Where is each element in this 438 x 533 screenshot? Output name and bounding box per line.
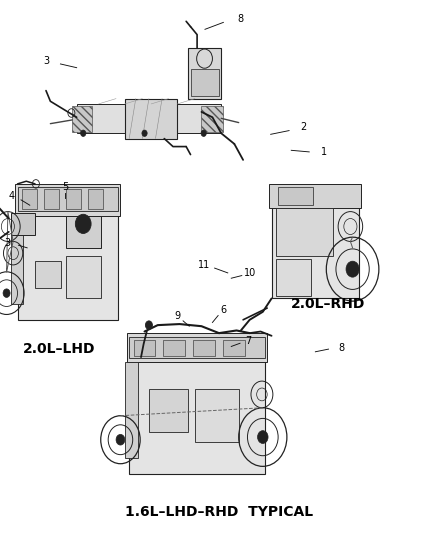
Bar: [15, 184, 120, 216]
Bar: [163, 340, 185, 356]
Bar: [127, 333, 267, 362]
Circle shape: [258, 431, 268, 443]
Circle shape: [81, 130, 86, 136]
Bar: [134, 340, 155, 356]
Bar: [276, 208, 333, 256]
Bar: [269, 184, 361, 208]
Circle shape: [142, 130, 147, 136]
Bar: [223, 340, 245, 356]
Bar: [66, 216, 101, 248]
Bar: [129, 357, 265, 474]
Text: 3: 3: [4, 238, 10, 247]
Text: 7: 7: [245, 336, 251, 346]
Bar: [129, 337, 265, 358]
Bar: [11, 213, 35, 235]
Bar: [125, 99, 177, 139]
Bar: [276, 259, 311, 296]
Text: 4: 4: [8, 191, 14, 201]
Bar: [193, 340, 215, 356]
Bar: [77, 104, 221, 133]
Text: 6: 6: [220, 305, 226, 315]
Bar: [35, 261, 61, 288]
Text: 9: 9: [175, 311, 181, 320]
Text: 5: 5: [62, 182, 68, 191]
Bar: [18, 187, 118, 211]
Circle shape: [145, 321, 152, 329]
Text: 10: 10: [244, 268, 257, 278]
Bar: [22, 189, 37, 209]
Bar: [195, 389, 239, 442]
Text: 8: 8: [339, 343, 345, 352]
Circle shape: [346, 261, 359, 277]
Text: 2.0L–LHD: 2.0L–LHD: [23, 342, 95, 356]
Circle shape: [116, 434, 125, 445]
Bar: [88, 189, 103, 209]
Bar: [11, 216, 23, 304]
Bar: [72, 106, 92, 132]
Bar: [125, 362, 138, 458]
Text: 2.0L–RHD: 2.0L–RHD: [291, 297, 366, 311]
Text: 1: 1: [321, 147, 327, 157]
Bar: [191, 69, 219, 96]
Circle shape: [3, 289, 10, 297]
Bar: [272, 203, 359, 298]
Text: 3: 3: [44, 56, 50, 66]
Circle shape: [201, 130, 206, 136]
Bar: [188, 48, 221, 99]
Bar: [66, 256, 101, 298]
Text: 2: 2: [300, 122, 306, 132]
Bar: [149, 389, 188, 432]
Bar: [44, 189, 59, 209]
Text: 1.6L–LHD–RHD  TYPICAL: 1.6L–LHD–RHD TYPICAL: [125, 505, 313, 519]
Circle shape: [75, 214, 91, 233]
Bar: [66, 189, 81, 209]
Text: 8: 8: [237, 14, 243, 23]
Bar: [278, 187, 313, 205]
Text: 11: 11: [198, 260, 210, 270]
Bar: [201, 106, 223, 132]
Bar: [18, 208, 118, 320]
